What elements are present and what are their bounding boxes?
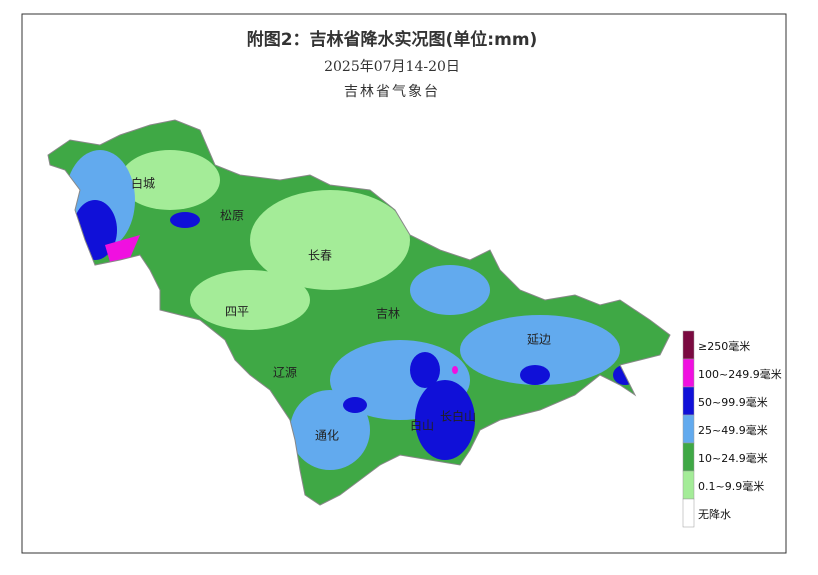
- area: [120, 150, 220, 210]
- legend-label: 无降水: [698, 507, 731, 521]
- legend-label: 25~49.9毫米: [698, 423, 768, 437]
- area: [452, 366, 458, 374]
- city-label: 四平: [225, 305, 249, 319]
- legend-swatch: [682, 358, 695, 388]
- city-label: 辽源: [273, 366, 297, 380]
- area: [170, 212, 200, 228]
- area: [343, 397, 367, 413]
- legend-swatch: [682, 330, 695, 360]
- city-label: 松原: [220, 209, 244, 223]
- city-label: 延边: [527, 333, 551, 347]
- legend-label: 10~24.9毫米: [698, 451, 768, 465]
- legend: ≥250毫米 100~249.9毫米 50~99.9毫米 25~49.9毫米 10~24…: [682, 330, 782, 528]
- area: [460, 315, 620, 385]
- area: [415, 380, 475, 460]
- legend-swatch: [682, 470, 695, 500]
- legend-label: 0.1~9.9毫米: [698, 479, 764, 493]
- area: [410, 352, 440, 388]
- legend-swatch: [682, 498, 695, 528]
- city-label: 通化: [315, 429, 339, 443]
- legend-swatch: [682, 386, 695, 416]
- city-label: 白山: [410, 418, 434, 433]
- agency: 吉林省气象台: [344, 84, 440, 100]
- legend-swatch: [682, 414, 695, 444]
- area: [250, 190, 410, 290]
- date: 2025年07月14-20日: [324, 59, 460, 75]
- area: [520, 365, 550, 385]
- legend-label: ≥250毫米: [698, 339, 750, 353]
- map-title: 附图2：吉林省降水实况图(单位:mm): [247, 29, 538, 50]
- area: [410, 265, 490, 315]
- legend-label: 50~99.9毫米: [698, 395, 768, 409]
- city-label: 白城: [131, 176, 155, 191]
- area: [105, 235, 140, 262]
- city-label: 长白山: [440, 409, 476, 424]
- area: [190, 270, 310, 330]
- city-label: 长春: [308, 249, 332, 263]
- city-label: 吉林: [376, 307, 400, 321]
- legend-label: 100~249.9毫米: [698, 367, 782, 381]
- legend-swatch: [682, 442, 695, 472]
